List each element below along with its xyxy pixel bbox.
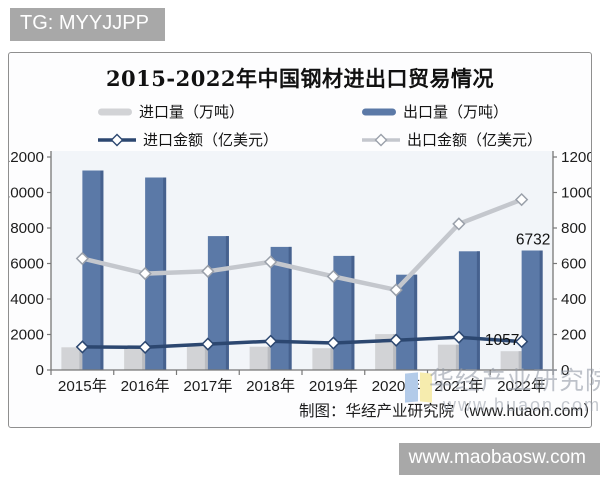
legend-item-3: 出口金额（亿美元） xyxy=(361,129,542,150)
marker-diamond-icon xyxy=(452,217,466,231)
bar-edge-shade xyxy=(267,346,271,370)
right-axis-tick-label: 1000 xyxy=(561,185,591,202)
legend-label: 出口金额（亿美元） xyxy=(407,132,543,149)
line-export-value xyxy=(81,197,523,293)
legend-item-2: 进口金额（亿美元） xyxy=(97,129,361,150)
bar-edge-shade xyxy=(100,170,104,370)
bar-export-2017年 xyxy=(207,236,229,370)
marker-diamond-icon xyxy=(452,330,466,344)
legend-line-swatch-icon xyxy=(98,133,136,146)
legend-label: 进口量（万吨） xyxy=(139,104,245,121)
right-axis-tick-label: 600 xyxy=(561,256,586,273)
chart-card: 0 2000 4000 6000 8000 10000 12000 0 200 400 600 800… xyxy=(8,52,600,428)
bar-import-2022年 xyxy=(500,351,522,370)
marker-diamond-icon xyxy=(514,334,529,349)
bar-export-2022年 xyxy=(521,250,543,370)
left-axis-tick-label: 6000 xyxy=(10,256,44,273)
bar-import-2015年 xyxy=(61,347,83,370)
data-label-1057: 1057 xyxy=(485,332,519,349)
marker-diamond-icon xyxy=(138,266,152,281)
marker-diamond-icon xyxy=(389,283,403,297)
bar-edge-shade xyxy=(455,344,459,370)
left-axis-tick-label: 4000 xyxy=(10,291,44,308)
marker-diamond-icon xyxy=(514,192,529,207)
legend-item-1: 出口量（万吨） xyxy=(361,101,542,122)
right-axis-tick-label: 200 xyxy=(561,327,586,344)
marker-diamond-icon xyxy=(75,340,90,354)
bar-edge-shade xyxy=(79,347,83,370)
watermark-text: 华经产业研究院 xyxy=(429,367,600,395)
bar-import-2019年 xyxy=(312,348,334,370)
x-axis-category-label: 2018年 xyxy=(246,378,295,395)
bar-import-2021年 xyxy=(437,344,459,370)
marker-diamond-icon xyxy=(326,269,341,284)
left-axis-tick-label: 8000 xyxy=(10,220,44,237)
left-axis-tick-label: 0 xyxy=(36,362,44,379)
bar-import-2017年 xyxy=(186,346,208,370)
bottom-watermark-badge: www.maobaosw.com xyxy=(398,443,600,475)
bar-export-2021年 xyxy=(458,251,480,370)
marker-diamond-icon xyxy=(263,334,278,348)
marker-diamond-icon xyxy=(75,251,90,266)
x-axis-category-label: 2016年 xyxy=(121,378,170,395)
bar-import-2016年 xyxy=(124,346,146,370)
chart-title: 2015-2022年中国钢材进出口贸易情况 xyxy=(105,66,495,91)
top-watermark-badge: TG: MYYJJPP xyxy=(10,8,165,41)
legend-item-0: 进口量（万吨） xyxy=(97,101,361,122)
bar-export-2020年 xyxy=(396,274,418,370)
combo-chart-svg: 0 2000 4000 6000 8000 10000 12000 0 200 400 600 800… xyxy=(9,149,591,395)
chart-source-caption: 制图：华经产业研究院（www.huaon.com） xyxy=(299,403,599,420)
line-import-value xyxy=(82,335,522,350)
right-axis-tick-label: 1200 xyxy=(561,149,591,166)
bar-edge-shade xyxy=(414,274,418,370)
bar-edge-shade xyxy=(288,246,292,370)
x-axis-category-label: 2019年 xyxy=(309,378,358,395)
bar-edge-shade xyxy=(351,255,355,370)
bar-edge-shade xyxy=(142,346,146,370)
bar-import-2018年 xyxy=(249,346,271,370)
bar-edge-shade xyxy=(204,346,208,370)
bar-edge-shade xyxy=(225,236,229,370)
x-axis-category-label: 2021年 xyxy=(434,378,483,395)
legend-line-swatch-icon xyxy=(362,133,400,146)
legend-bar-swatch-icon xyxy=(98,108,132,115)
legend-bar-swatch-icon xyxy=(362,108,396,115)
bar-export-2018年 xyxy=(270,246,292,370)
right-axis-tick-label: 0 xyxy=(561,362,569,379)
right-axis-tick-label: 800 xyxy=(561,220,586,237)
bar-import-2020年 xyxy=(375,334,397,370)
x-axis-category-label: 2015年 xyxy=(58,378,107,395)
legend-label: 进口金额（亿美元） xyxy=(143,132,279,149)
data-label-6732: 6732 xyxy=(516,232,550,249)
marker-diamond-icon xyxy=(263,255,278,269)
left-axis-tick-label: 10000 xyxy=(9,185,44,202)
bar-edge-shade xyxy=(393,334,397,370)
marker-diamond-icon xyxy=(389,333,403,347)
bar-edge-shade xyxy=(539,250,543,370)
watermark-site: www.huaon.com xyxy=(443,395,600,415)
right-axis-tick-label: 400 xyxy=(561,291,586,308)
bar-edge-shade xyxy=(518,351,522,370)
left-axis-tick-label: 2000 xyxy=(10,327,44,344)
marker-diamond-icon xyxy=(326,336,341,350)
bar-edge-shade xyxy=(476,251,480,370)
bar-export-2015年 xyxy=(82,170,104,370)
x-axis-category-label: 2017年 xyxy=(183,378,232,395)
x-axis-category-label: 2022年 xyxy=(497,378,546,395)
chart-legend: 进口量（万吨） 出口量（万吨） 进口金额（亿美元） 出口金额（亿美元） xyxy=(97,101,542,150)
legend-label: 出口量（万吨） xyxy=(403,104,509,121)
marker-diamond-icon xyxy=(201,337,215,351)
bar-edge-shade xyxy=(330,348,334,370)
left-axis-tick-label: 12000 xyxy=(9,149,44,166)
marker-diamond-icon xyxy=(201,264,215,278)
marker-diamond-icon xyxy=(138,340,152,354)
